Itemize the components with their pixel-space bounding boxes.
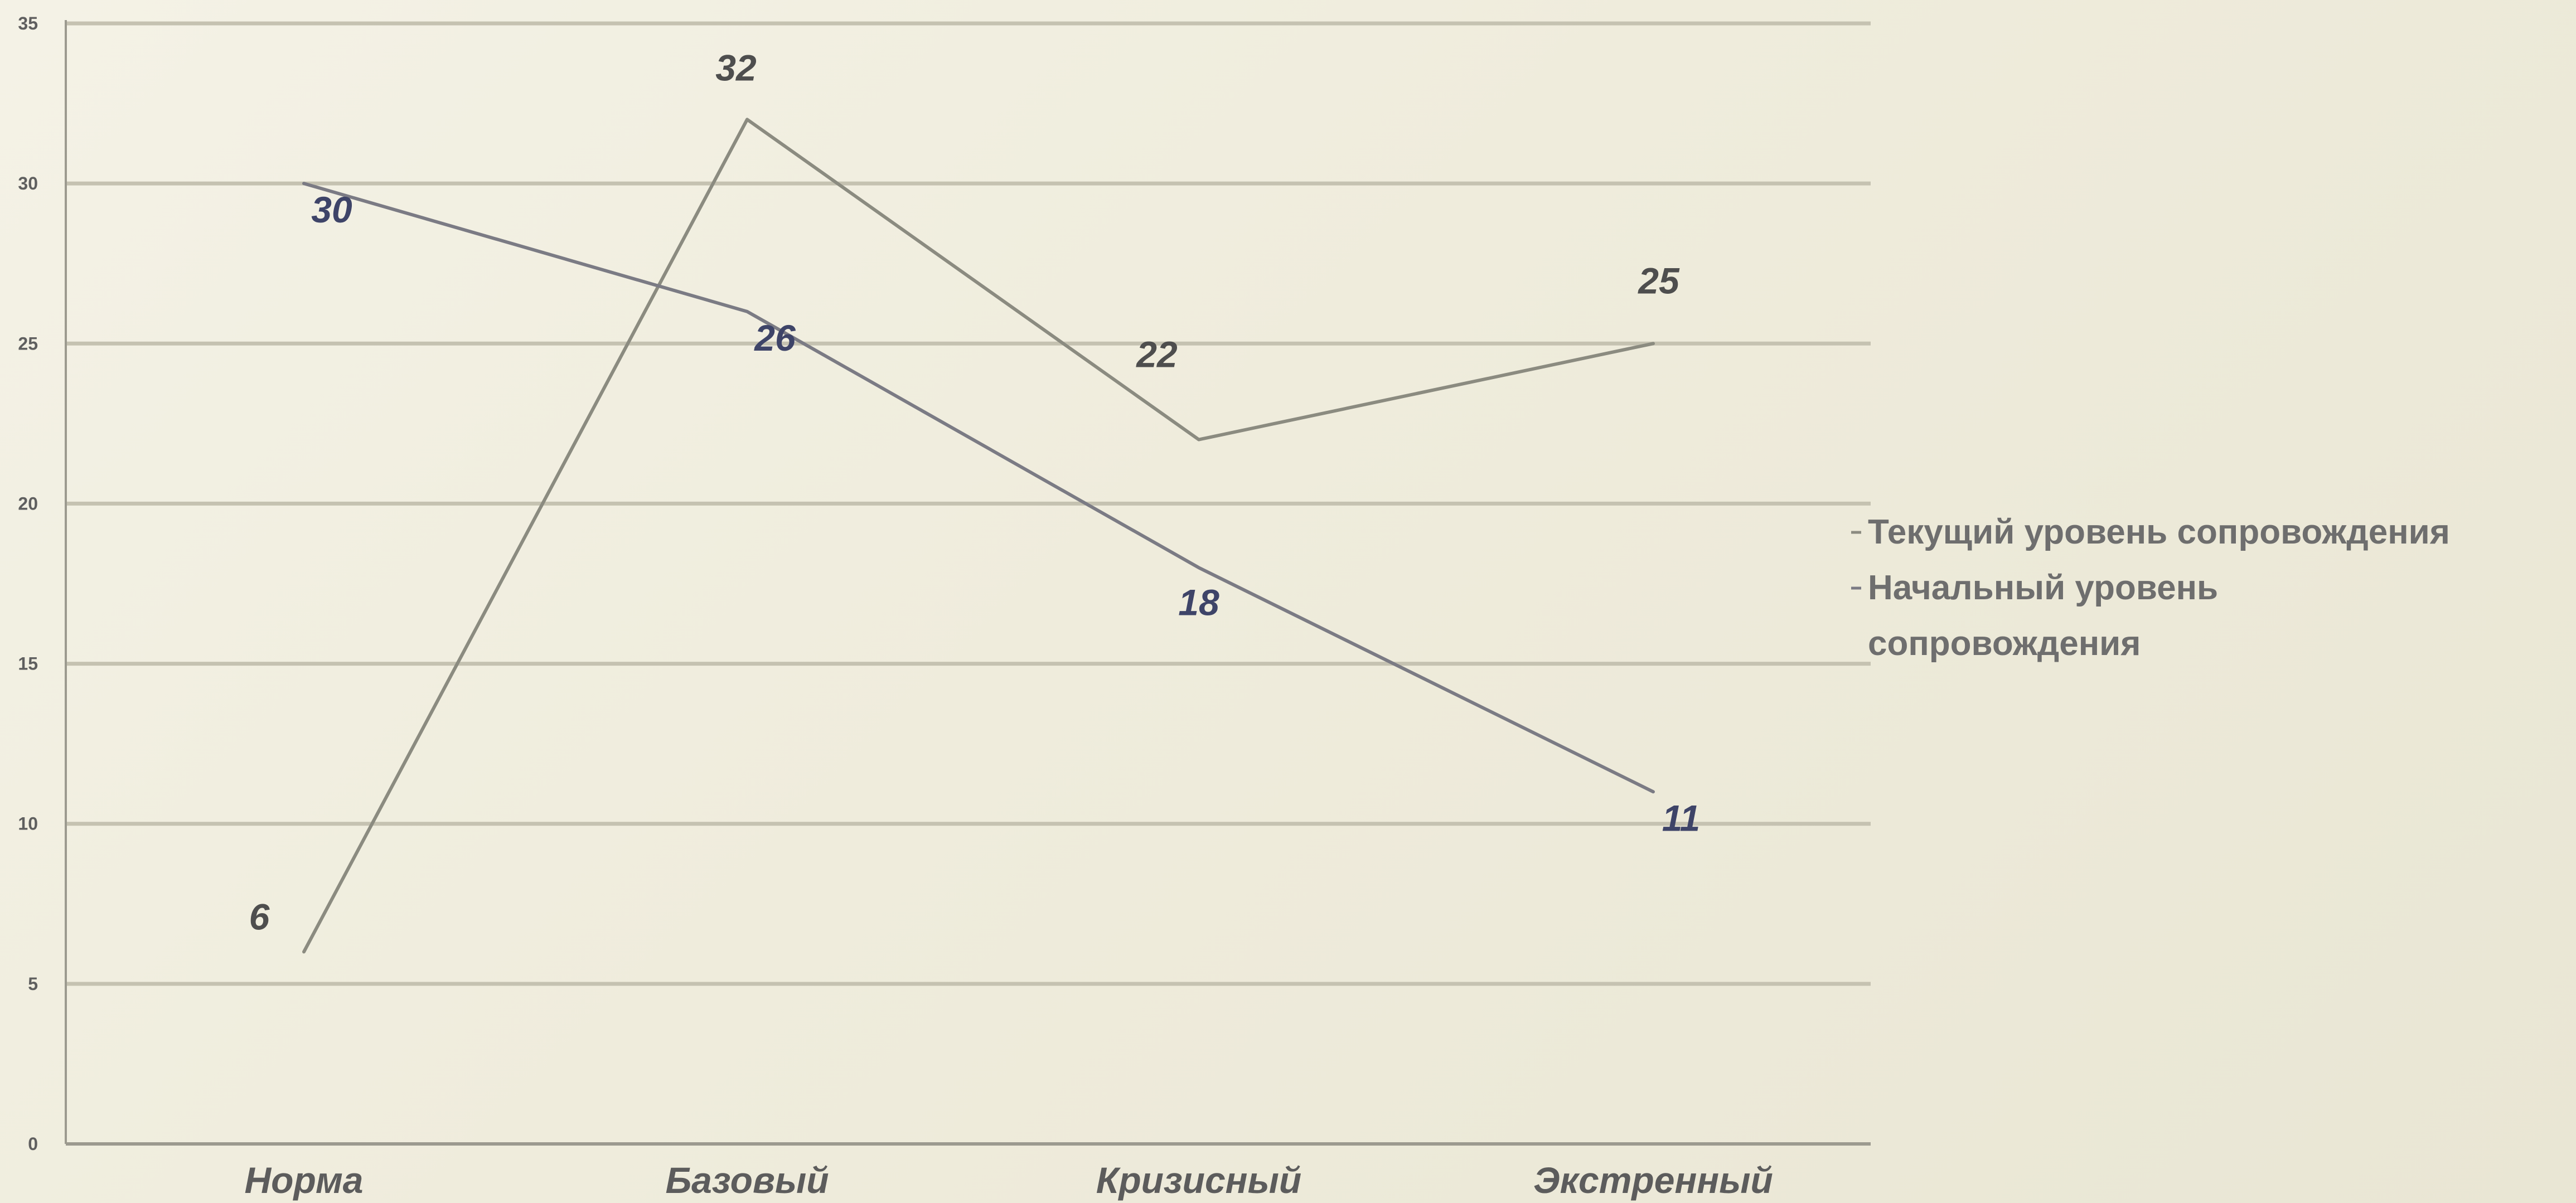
data-label: 30: [311, 189, 352, 230]
y-tick-label: 20: [18, 493, 38, 513]
series-lines: [302, 118, 1655, 954]
data-label: 32: [715, 47, 757, 88]
legend-item-1: Текущий уровень сопровождения: [1851, 513, 2450, 551]
series-line-1: [302, 118, 1655, 954]
x-tick-label: Базовый: [665, 1160, 829, 1201]
y-tick-label: 25: [18, 333, 38, 353]
y-tick-labels: 0 5 10 15 20 25 30 35: [18, 13, 38, 1154]
x-tick-label: Норма: [245, 1160, 364, 1201]
data-label: 25: [1637, 260, 1680, 301]
data-labels: 6 32 22 25 30 26 18 11: [249, 47, 1701, 937]
legend-label: Текущий уровень сопровождения: [1868, 513, 2450, 551]
legend-item-2: Начальный уровень сопровождения: [1851, 569, 2218, 663]
x-tick-label: Кризисный: [1096, 1160, 1301, 1201]
legend: Текущий уровень сопровождения Начальный у…: [1851, 513, 2450, 663]
data-label: 22: [1135, 334, 1178, 375]
y-tick-label: 35: [18, 13, 38, 33]
legend-label: сопровождения: [1868, 624, 2141, 663]
y-tick-label: 0: [28, 1134, 38, 1154]
x-tick-label: Экстренный: [1533, 1160, 1773, 1201]
data-label: 11: [1662, 797, 1701, 838]
y-tick-label: 5: [28, 974, 38, 994]
data-label: 6: [249, 896, 270, 937]
data-label: 26: [753, 317, 796, 358]
grid-lines: [66, 21, 1871, 986]
y-tick-label: 15: [18, 654, 38, 674]
data-label: 18: [1178, 581, 1219, 623]
y-tick-label: 10: [18, 814, 38, 834]
x-tick-labels: Норма Базовый Кризисный Экстренный: [245, 1160, 1773, 1201]
axes: [65, 20, 1871, 1146]
y-tick-label: 30: [18, 173, 38, 193]
plot-area: 0 5 10 15 20 25 30 35 Норма Базовый Кризисный Экст…: [18, 13, 1871, 1201]
series-line-2: [302, 182, 1655, 794]
legend-label: Начальный уровень: [1868, 569, 2218, 607]
